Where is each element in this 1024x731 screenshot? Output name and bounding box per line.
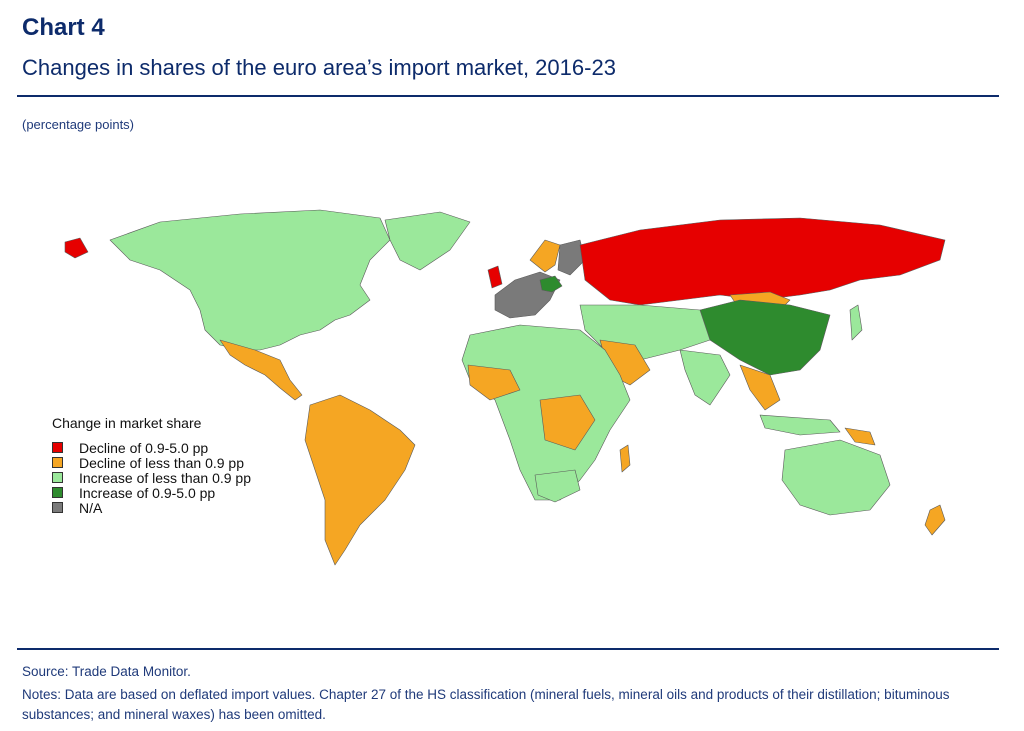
legend-item-increase-large: Increase of 0.9-5.0 pp xyxy=(52,484,251,501)
region-south-america xyxy=(304,394,416,566)
region-scandinavia-grey xyxy=(557,239,586,276)
region-se-asia xyxy=(739,364,781,411)
world-map xyxy=(64,209,946,566)
region-germany xyxy=(539,275,563,293)
top-rule xyxy=(17,95,999,97)
region-africa-west xyxy=(467,364,521,401)
region-indonesia xyxy=(759,414,841,436)
region-scandinavia xyxy=(529,239,561,273)
region-madagascar xyxy=(619,444,631,473)
region-russia xyxy=(579,217,946,306)
legend-item-na: N/A xyxy=(52,499,251,516)
legend-item-decline-large: Decline of 0.9-5.0 pp xyxy=(52,439,251,456)
chart-title: Changes in shares of the euro area’s imp… xyxy=(22,55,616,80)
region-south-africa xyxy=(534,469,581,503)
region-new-zealand xyxy=(924,504,946,536)
map-legend: Change in market share Decline of 0.9-5.… xyxy=(52,415,251,516)
legend-label: Increase of 0.9-5.0 pp xyxy=(79,484,216,501)
region-greenland xyxy=(384,211,471,271)
legend-swatch-red xyxy=(52,442,63,453)
legend-label: Decline of less than 0.9 pp xyxy=(79,454,244,471)
legend-swatch-grey xyxy=(52,502,63,513)
legend-swatch-orange xyxy=(52,457,63,468)
region-china xyxy=(699,299,831,376)
region-uk xyxy=(487,265,503,289)
region-papua xyxy=(844,427,876,446)
region-africa-central xyxy=(539,394,596,451)
legend-label: Decline of 0.9-5.0 pp xyxy=(79,439,209,456)
region-india xyxy=(679,349,731,406)
legend-label: N/A xyxy=(79,499,103,516)
legend-item-increase-small: Increase of less than 0.9 pp xyxy=(52,469,251,486)
bottom-rule xyxy=(17,648,999,650)
chart-label: Chart 4 xyxy=(22,14,105,41)
unit-label: (percentage points) xyxy=(22,117,135,132)
legend-title: Change in market share xyxy=(52,415,202,431)
region-japan xyxy=(849,304,863,341)
region-australia xyxy=(781,439,891,516)
legend-swatch-dark-green xyxy=(52,487,63,498)
region-alaska-tip xyxy=(64,237,89,259)
source-note: Source: Trade Data Monitor. xyxy=(22,664,191,679)
region-mexico xyxy=(219,339,303,401)
region-north-america xyxy=(109,209,391,351)
legend-item-decline-small: Decline of less than 0.9 pp xyxy=(52,454,251,471)
legend-label: Increase of less than 0.9 pp xyxy=(79,469,251,486)
notes-text: Notes: Data are based on deflated import… xyxy=(22,687,950,722)
legend-swatch-light-green xyxy=(52,472,63,483)
